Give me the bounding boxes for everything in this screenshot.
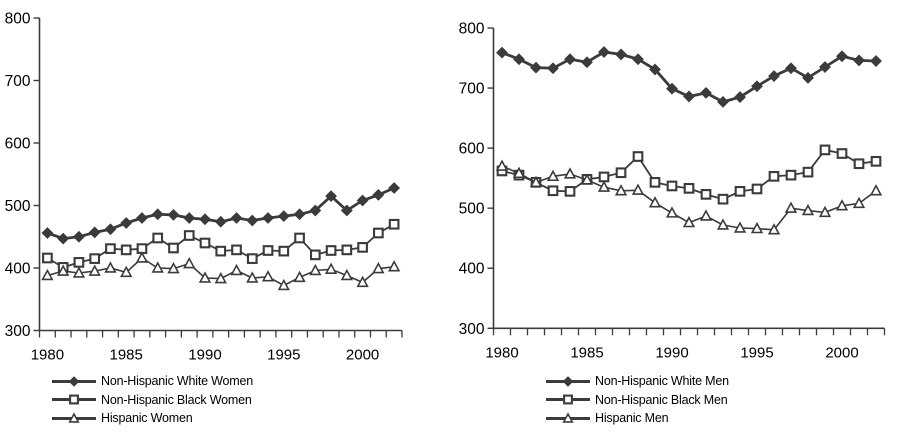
legend-item-hispanic-men: Hispanic Men	[545, 409, 729, 428]
svg-text:2000: 2000	[346, 347, 379, 364]
square-line-icon	[546, 394, 590, 405]
legend-item-white-men: Non-Hispanic White Men	[545, 372, 729, 391]
svg-text:800: 800	[459, 21, 485, 38]
legend-label: Non-Hispanic Black Women	[101, 392, 252, 407]
men-chart-legend: Non-Hispanic White Men Non-Hispanic Blac…	[545, 372, 729, 428]
svg-text:1980: 1980	[31, 347, 64, 364]
svg-text:1990: 1990	[188, 347, 221, 364]
svg-text:400: 400	[5, 261, 31, 278]
legend-item-hispanic-women: Hispanic Women	[51, 409, 253, 428]
women-chart-legend: Non-Hispanic White Women Non-Hispanic Bl…	[51, 372, 253, 428]
svg-text:300: 300	[5, 323, 31, 340]
svg-text:700: 700	[5, 73, 31, 90]
women-chart: 300 400 500 600 700 800 1980 1985 1990 1995 2000 N…	[0, 0, 453, 442]
legend-label: Hispanic Men	[595, 411, 669, 426]
legend-label: Non-Hispanic Black Men	[595, 392, 728, 407]
legend-label: Hispanic Women	[101, 411, 193, 426]
svg-text:1980: 1980	[485, 344, 518, 361]
svg-text:1985: 1985	[570, 344, 603, 361]
svg-text:300: 300	[459, 321, 485, 338]
triangle-line-icon	[546, 412, 590, 423]
svg-text:800: 800	[5, 11, 31, 28]
svg-text:500: 500	[5, 198, 31, 215]
svg-text:700: 700	[459, 81, 485, 98]
legend-item-black-women: Non-Hispanic Black Women	[51, 391, 253, 410]
svg-text:1995: 1995	[267, 347, 300, 364]
svg-text:1995: 1995	[740, 344, 773, 361]
legend-label: Non-Hispanic White Women	[101, 374, 253, 389]
diamond-line-icon	[546, 375, 590, 387]
men-chart: 300 400 500 600 700 800 1980 1985 1990 1995 2000 N…	[455, 0, 907, 442]
svg-text:400: 400	[459, 261, 485, 278]
svg-text:1990: 1990	[655, 344, 688, 361]
svg-text:600: 600	[459, 141, 485, 158]
legend-label: Non-Hispanic White Men	[595, 374, 729, 389]
square-line-icon	[52, 394, 96, 405]
diamond-line-icon	[52, 375, 96, 387]
legend-item-white-women: Non-Hispanic White Women	[51, 372, 253, 391]
women-chart-plot: 300 400 500 600 700 800 1980 1985 1990 1995 2000	[5, 11, 403, 364]
triangle-line-icon	[52, 412, 96, 423]
svg-text:2000: 2000	[825, 344, 858, 361]
svg-text:600: 600	[5, 136, 31, 153]
men-chart-plot: 300 400 500 600 700 800 1980 1985 1990 1995 2000	[459, 21, 886, 361]
legend-item-black-men: Non-Hispanic Black Men	[545, 391, 729, 410]
svg-text:1985: 1985	[110, 347, 143, 364]
svg-text:500: 500	[459, 201, 485, 218]
